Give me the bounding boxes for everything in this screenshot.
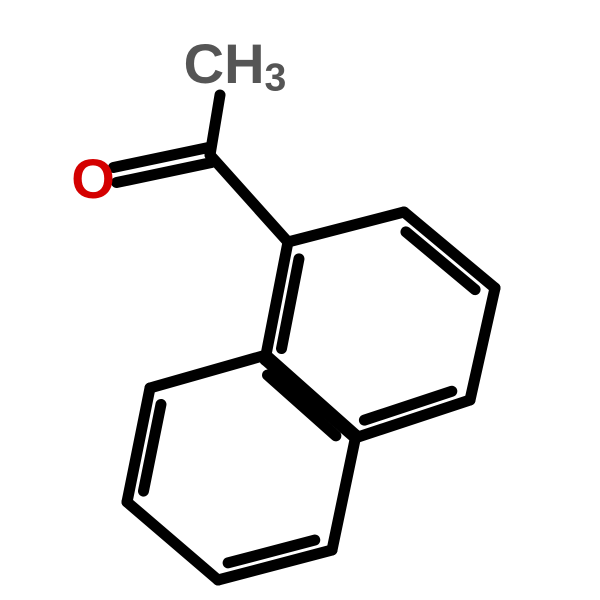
bond <box>150 355 266 388</box>
atom-label-oxygen: O <box>71 147 115 210</box>
bond <box>210 155 288 242</box>
bond <box>288 212 404 242</box>
bond <box>266 355 356 435</box>
atom-label-methyl: CH3 <box>184 32 287 100</box>
bond <box>470 288 495 400</box>
bond <box>404 212 495 288</box>
molecule-diagram: O CH3 <box>0 0 600 600</box>
bond <box>332 435 356 550</box>
bond <box>127 502 218 580</box>
